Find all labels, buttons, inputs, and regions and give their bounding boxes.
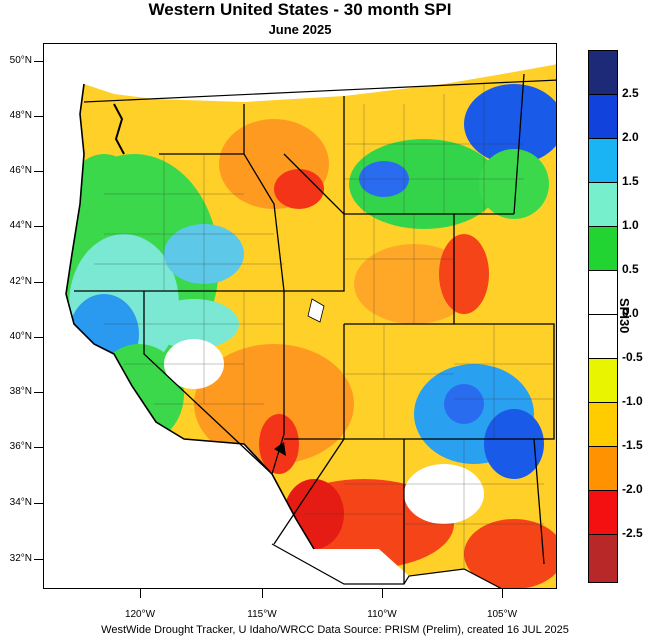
lat-label-36n: 36°N — [9, 441, 32, 452]
lat-label-44n: 44°N — [9, 220, 32, 231]
colorbar-segment — [589, 314, 617, 358]
lat-tick — [34, 337, 43, 338]
spi-map — [43, 43, 557, 589]
colorbar-label: 1.0 — [622, 218, 639, 232]
lat-tick — [34, 61, 43, 62]
lat-label-50n: 50°N — [9, 55, 32, 66]
lon-label-105w: 105°W — [486, 609, 518, 620]
mexico-border — [271, 543, 502, 588]
lat-label-34n: 34°N — [9, 497, 32, 508]
colorbar-segment — [589, 51, 617, 94]
colorbar-segment — [589, 402, 617, 446]
colorbar-label: -2.5 — [622, 526, 643, 540]
colorbar-segment — [589, 94, 617, 138]
lat-tick — [34, 171, 43, 172]
colorbar-segment — [589, 490, 617, 534]
lon-label-110w: 110°W — [367, 609, 397, 620]
colorbar-segment — [589, 446, 617, 490]
colorbar-segment — [589, 226, 617, 270]
lon-label-120w: 120°W — [124, 609, 156, 620]
lon-tick — [140, 589, 141, 598]
colorbar-segment — [589, 138, 617, 182]
lat-label-40n: 40°N — [9, 331, 32, 342]
colorbar-label: -1.5 — [622, 438, 643, 452]
colorbar-label: -2.0 — [622, 482, 643, 496]
map-title: Western United States - 30 month SPI — [148, 0, 452, 19]
colorbar-segment — [589, 182, 617, 226]
puget-sound — [113, 103, 125, 155]
lat-tick — [34, 559, 43, 560]
lat-label-38n: 38°N — [9, 386, 32, 397]
colorbar-label: 0.5 — [622, 262, 639, 276]
coastline — [65, 83, 315, 550]
lake-mead — [274, 442, 286, 456]
lat-tick — [34, 447, 43, 448]
colorbar-label: 2.5 — [622, 86, 639, 100]
colorbar-label: -0.5 — [622, 350, 643, 364]
lat-label-32n: 32°N — [9, 553, 32, 564]
colorbar-segment — [589, 358, 617, 402]
canada-border — [83, 79, 556, 103]
colorbar-label: -1.0 — [622, 394, 643, 408]
lat-tick — [34, 282, 43, 283]
map-subtitle: June 2025 — [268, 22, 332, 37]
lat-tick — [34, 392, 43, 393]
colorbar-label: 2.0 — [622, 130, 639, 144]
spi-colorbar — [588, 50, 618, 583]
lat-label-46n: 46°N — [9, 165, 32, 176]
map-canvas — [44, 44, 556, 588]
lat-label-42n: 42°N — [9, 276, 32, 287]
colorbar-segment — [589, 534, 617, 582]
lat-tick — [34, 226, 43, 227]
great-salt-lake — [307, 298, 325, 323]
lat-label-48n: 48°N — [9, 110, 32, 121]
lon-tick — [502, 589, 503, 598]
lat-tick — [34, 116, 43, 117]
lon-tick — [262, 589, 263, 598]
colorbar-title: SPI30 — [617, 298, 632, 334]
colorbar-label: 1.5 — [622, 174, 639, 188]
lat-tick — [34, 503, 43, 504]
lon-tick — [382, 589, 383, 598]
colorbar-label: 0.0 — [622, 306, 639, 320]
footer-credit: WestWide Drought Tracker, U Idaho/WRCC D… — [101, 624, 569, 636]
county-lines — [94, 84, 554, 569]
colorbar-segment — [589, 270, 617, 314]
lon-label-115w: 115°W — [247, 609, 277, 620]
